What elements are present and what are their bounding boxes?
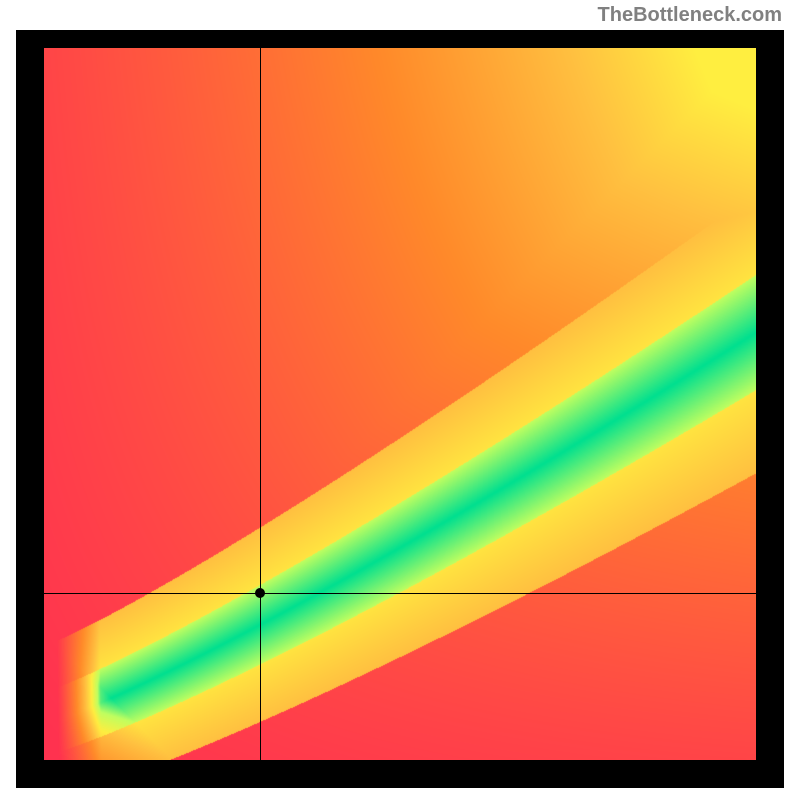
figure-container: TheBottleneck.com — [0, 0, 800, 800]
plot-black-frame — [16, 30, 784, 788]
watermark-text: TheBottleneck.com — [598, 4, 782, 27]
crosshair-vertical — [260, 48, 261, 760]
crosshair-horizontal — [44, 593, 756, 594]
plot-area — [44, 48, 756, 760]
data-point-marker — [255, 588, 265, 598]
heatmap-canvas — [44, 48, 756, 760]
